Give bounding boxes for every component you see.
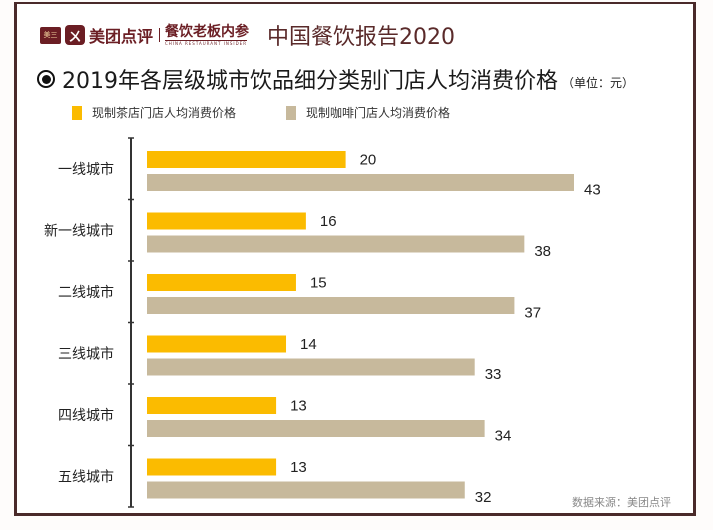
report-title: 中国餐饮报告2020 bbox=[267, 25, 456, 50]
bar-coffee bbox=[147, 481, 465, 499]
category-label: 五线城市 bbox=[58, 468, 114, 485]
data-label-tea: 13 bbox=[290, 459, 307, 476]
data-label-coffee: 38 bbox=[534, 243, 551, 260]
data-label-tea: 13 bbox=[290, 398, 307, 415]
unit-label: （单位：元） bbox=[562, 75, 635, 90]
chart-title: 2019年各层级城市饮品细分类别门店人均消费价格 bbox=[62, 69, 558, 94]
meituan-mark-icon: ㄨ bbox=[65, 25, 85, 45]
data-source-note: 数据来源：美团点评 bbox=[572, 496, 671, 509]
category-label: 新一线城市 bbox=[44, 222, 114, 239]
bar-coffee bbox=[147, 297, 515, 314]
category-label: 三线城市 bbox=[58, 345, 114, 362]
bar-tea bbox=[147, 212, 306, 230]
bar-tea bbox=[147, 151, 346, 168]
legend-item-tea: 现制茶店门店人均消费价格 bbox=[72, 104, 236, 121]
data-label-coffee: 43 bbox=[584, 182, 601, 199]
bar-coffee bbox=[147, 420, 485, 437]
partner-logo: 餐饮老板内参 CHINA RESTAURANT INSIDER bbox=[165, 24, 249, 47]
category-label: 一线城市 bbox=[58, 161, 114, 178]
chart-title-row: 2019年各层级城市饮品细分类别门店人均消费价格 （单位：元） bbox=[37, 63, 634, 95]
data-label-coffee: 34 bbox=[495, 428, 512, 445]
data-label-tea: 16 bbox=[320, 213, 337, 230]
brand-name: 美团点评 bbox=[89, 27, 154, 46]
bar-tea bbox=[147, 335, 287, 353]
header: 美三 ㄨ 美团点评 餐饮老板内参 CHINA RESTAURANT INSIDE… bbox=[40, 20, 455, 50]
data-label-coffee: 33 bbox=[485, 366, 502, 383]
bar-tea bbox=[147, 397, 277, 414]
legend-label-coffee: 现制咖啡门店人均消费价格 bbox=[306, 106, 451, 120]
bar-coffee bbox=[147, 174, 574, 191]
category-label: 二线城市 bbox=[58, 284, 114, 301]
partner-name: 餐饮老板内参 bbox=[165, 23, 250, 40]
bar-coffee bbox=[147, 358, 475, 376]
data-label-coffee: 32 bbox=[475, 489, 492, 506]
legend-item-coffee: 现制咖啡门店人均消费价格 bbox=[286, 104, 450, 121]
bullet-radio-icon bbox=[37, 70, 55, 88]
bar-tea bbox=[147, 458, 277, 476]
bar-coffee bbox=[147, 235, 525, 253]
meituan-badge-logo: 美三 bbox=[40, 26, 61, 44]
data-label-tea: 15 bbox=[310, 275, 327, 292]
data-label-coffee: 37 bbox=[524, 305, 541, 322]
bar-tea bbox=[147, 274, 296, 291]
legend-swatch-tea bbox=[72, 105, 82, 120]
data-label-tea: 20 bbox=[360, 152, 377, 169]
header-divider bbox=[159, 28, 161, 42]
data-label-tea: 14 bbox=[300, 336, 317, 353]
legend-swatch-coffee bbox=[286, 105, 297, 120]
category-label: 四线城市 bbox=[58, 407, 114, 424]
legend-label-tea: 现制茶店门店人均消费价格 bbox=[92, 106, 237, 120]
partner-subtitle: CHINA RESTAURANT INSIDER bbox=[165, 39, 247, 46]
legend: 现制茶店门店人均消费价格 现制咖啡门店人均消费价格 bbox=[72, 104, 450, 121]
